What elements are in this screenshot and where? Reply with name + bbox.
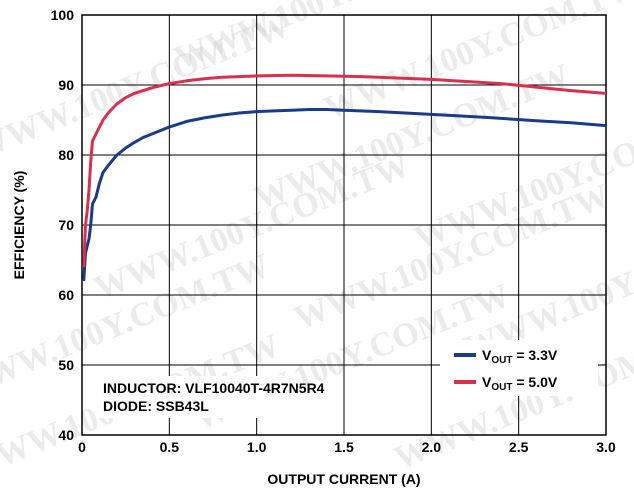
series-line-5v0 bbox=[82, 73, 607, 268]
y-tick-label: 80 bbox=[58, 147, 74, 163]
annotation-diode: DIODE: SSB43L bbox=[103, 398, 209, 414]
y-tick-labels: 40 50 60 70 80 90 100 bbox=[51, 7, 75, 443]
y-tick-label: 100 bbox=[51, 7, 75, 23]
y-tick-label: 70 bbox=[58, 217, 74, 233]
legend: VOUT = 3.3V VOUT = 5.0V bbox=[454, 347, 558, 393]
y-tick-label: 40 bbox=[58, 427, 74, 443]
grid-lines bbox=[82, 15, 606, 435]
y-tick-label: 60 bbox=[58, 287, 74, 303]
x-tick-label: 2.0 bbox=[422, 439, 442, 455]
y-tick-label: 50 bbox=[58, 357, 74, 373]
x-tick-label: 0.5 bbox=[160, 439, 180, 455]
annotation-inductor: INDUCTOR: VLF10040T-4R7N5R4 bbox=[103, 380, 325, 396]
x-tick-label: 2.5 bbox=[509, 439, 529, 455]
x-tick-labels: 0 0.5 1.0 1.5 2.0 2.5 3.0 bbox=[78, 439, 616, 455]
x-tick-label: 0 bbox=[78, 439, 86, 455]
watermark-text: WWW.100Y.COM.TW bbox=[0, 7, 295, 167]
legend-box bbox=[440, 340, 598, 396]
y-tick-label: 90 bbox=[58, 77, 74, 93]
legend-label-3v3: VOUT = 3.3V bbox=[482, 347, 558, 366]
annotation-box bbox=[96, 376, 296, 418]
x-tick-label: 3.0 bbox=[596, 439, 616, 455]
x-tick-label: 1.5 bbox=[334, 439, 354, 455]
legend-label-5v0: VOUT = 5.0V bbox=[482, 374, 558, 393]
series-line-3v3 bbox=[82, 108, 607, 282]
x-tick-label: 1.0 bbox=[247, 439, 267, 455]
y-axis-label: EFFICIENCY (%) bbox=[11, 171, 27, 280]
series-layer bbox=[82, 73, 607, 282]
x-axis-label: OUTPUT CURRENT (A) bbox=[267, 471, 420, 487]
